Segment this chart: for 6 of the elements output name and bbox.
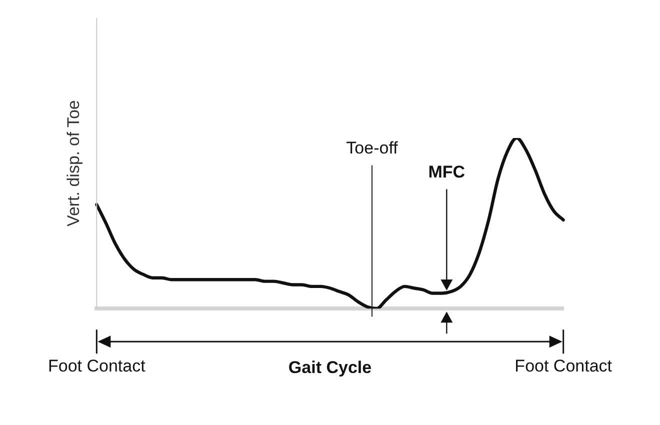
annotation: MFC — [428, 162, 466, 182]
x-tick-label: Foot Contact — [514, 356, 612, 376]
x-axis-title: Gait Cycle — [288, 358, 372, 377]
x-tick-label: Foot Contact — [48, 356, 146, 376]
y-axis-title: Vert. disp. of Toe — [64, 100, 83, 226]
annotation: Toe-off — [346, 138, 398, 158]
